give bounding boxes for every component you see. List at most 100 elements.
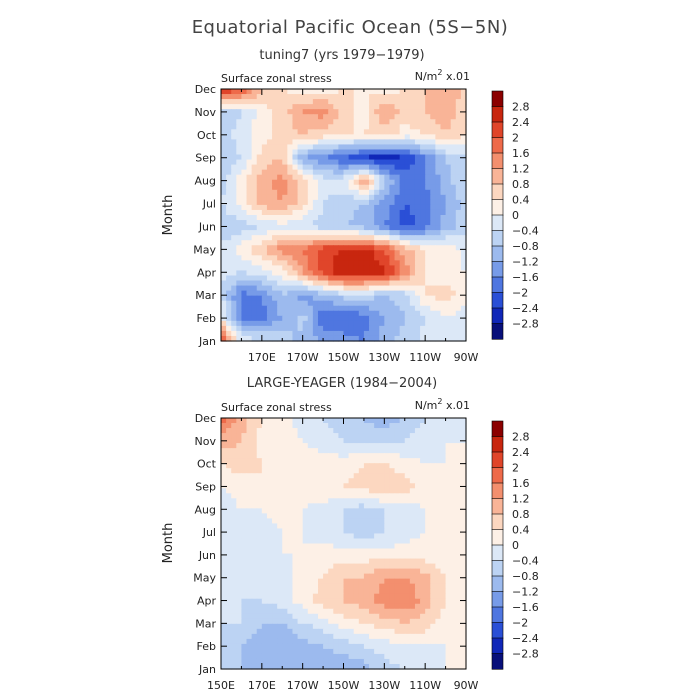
panel-2-heatmap-cell — [307, 463, 314, 469]
panel-2-heatmap-cell — [409, 528, 416, 535]
panel-2-heatmap-cell — [460, 458, 467, 464]
panel-2-heatmap-cell — [435, 638, 442, 645]
panel-1-heatmap-cell — [226, 114, 232, 120]
panel-2-heatmap-cell — [430, 653, 436, 660]
panel-2-heatmap-cell — [261, 593, 268, 600]
panel-2-heatmap-cell — [236, 583, 243, 590]
panel-2-heatmap-cell — [282, 443, 288, 449]
panel-1-heatmap-cell — [317, 325, 324, 332]
panel-2-heatmap-cell — [430, 513, 436, 519]
panel-2-heatmap-cell — [440, 518, 447, 525]
panel-1-x-tick-label: 130W — [368, 351, 400, 364]
panel-2-heatmap-cell — [236, 443, 243, 449]
panel-1-heatmap-cell — [363, 169, 370, 176]
panel-2-heatmap-cell — [358, 638, 365, 645]
panel-1-heatmap-cell — [302, 305, 309, 312]
panel-2-heatmap-cell — [317, 563, 324, 570]
panel-2-heatmap-cell — [241, 543, 248, 550]
panel-1-heatmap-cell — [266, 134, 273, 140]
panel-2-heatmap-cell — [277, 613, 283, 620]
panel-2-heatmap-cell — [399, 453, 406, 459]
panel-2-heatmap-cell — [389, 588, 396, 595]
panel-2-heatmap-cell — [440, 508, 447, 514]
panel-2-heatmap-cell — [414, 448, 421, 454]
panel-2-heatmap-cell — [251, 418, 258, 424]
panel-2-heatmap-cell — [246, 593, 253, 600]
panel-1-heatmap-cell — [246, 215, 253, 221]
panel-2-heatmap-cell — [409, 518, 416, 525]
panel-2-heatmap-cell — [236, 618, 243, 625]
panel-1-heatmap-cell — [348, 315, 355, 322]
panel-2-heatmap-cell — [323, 493, 329, 499]
panel-1-heatmap-cell — [333, 194, 339, 201]
panel-2-heatmap-cell — [389, 483, 396, 489]
panel-1-heatmap-cell — [435, 335, 442, 342]
panel-2-heatmap-cell — [450, 658, 457, 665]
panel-2-heatmap-cell — [384, 663, 391, 670]
panel-2-heatmap-cell — [358, 533, 365, 540]
panel-1-heatmap-cell — [460, 255, 467, 261]
panel-1-heatmap-cells — [221, 89, 467, 342]
panel-1-heatmap-cell — [363, 99, 370, 105]
panel-2-heatmap-cell — [374, 578, 380, 585]
panel-2-heatmap-cell — [323, 448, 329, 454]
panel-2-heatmap-cell — [261, 623, 268, 630]
panel-2-heatmap-cell — [302, 558, 309, 565]
panel-1-heatmap-cell — [282, 109, 288, 115]
panel-1-heatmap-cell — [420, 245, 426, 251]
panel-1-heatmap-cell — [272, 189, 278, 196]
panel-1-heatmap-cell — [343, 99, 350, 105]
panel-2-heatmap-cell — [379, 628, 385, 635]
panel-1-heatmap-cell — [302, 225, 309, 231]
panel-2-heatmap-cell — [292, 583, 299, 590]
panel-2-heatmap-cell — [399, 583, 406, 590]
panel-2-heatmap-cell — [272, 478, 278, 484]
panel-1-heatmap-cell — [353, 119, 360, 125]
panel-1-heatmap-cell — [409, 139, 416, 146]
panel-2-heatmap-cell — [455, 548, 462, 555]
panel-2-heatmap-cell — [404, 453, 411, 459]
panel-1-heatmap-cell — [261, 169, 268, 176]
panel-2-heatmap-cell — [261, 588, 268, 595]
panel-1-heatmap-cell — [307, 335, 314, 342]
panel-2-heatmap-cell — [307, 473, 314, 479]
panel-1-heatmap-cell — [394, 335, 401, 342]
panel-1-heatmap-cell — [256, 179, 263, 186]
panel-1-heatmap-cell — [266, 215, 273, 221]
panel-1-heatmap-cell — [369, 164, 375, 171]
panel-1-heatmap-cell — [333, 220, 339, 226]
panel-1-heatmap-cell — [358, 89, 365, 95]
panel-2-heatmap-cell — [445, 523, 452, 530]
panel-1-heatmap-cell — [455, 300, 462, 307]
panel-2-heatmap-cell — [328, 483, 334, 489]
panel-2-heatmap-cell — [277, 543, 283, 550]
panel-2-heatmap-cell — [363, 493, 370, 499]
panel-1-heatmap-cell — [389, 164, 396, 171]
panel-1-heatmap-cell — [287, 189, 294, 196]
panel-1-heatmap-cell — [226, 255, 232, 261]
panel-1-heatmap-cell — [455, 265, 462, 272]
panel-2-heatmap-cell — [266, 498, 273, 504]
panel-1-heatmap-cell — [246, 189, 253, 196]
panel-1-heatmap-cell — [384, 164, 391, 171]
panel-2-heatmap-cell — [338, 418, 345, 424]
panel-1-heatmap-cell — [312, 129, 319, 135]
panel-2-heatmap-cell — [221, 503, 227, 509]
panel-2-heatmap-cell — [414, 593, 421, 600]
panel-1-heatmap-cell — [266, 184, 273, 191]
panel-2-heatmap-cell — [307, 563, 314, 570]
panel-1-heatmap-cell — [328, 129, 334, 135]
panel-2-heatmap-cell — [445, 663, 452, 670]
panel-2-heatmap-cell — [404, 448, 411, 454]
panel-2-heatmap-cell — [221, 513, 227, 519]
panel-2-heatmap-cell — [287, 623, 294, 630]
panel-1-heatmap-cell — [221, 119, 227, 125]
panel-2-heatmap-cell — [409, 598, 416, 605]
panel-1-heatmap-cell — [379, 104, 385, 110]
panel-2-heatmap-cell — [420, 523, 426, 530]
panel-2-heatmap-cell — [333, 558, 339, 565]
panel-1-heatmap-cell — [389, 220, 396, 226]
panel-1-heatmap-cell — [440, 194, 447, 201]
panel-2-heatmap-cell — [231, 663, 237, 670]
panel-2-heatmap-cell — [343, 493, 350, 499]
